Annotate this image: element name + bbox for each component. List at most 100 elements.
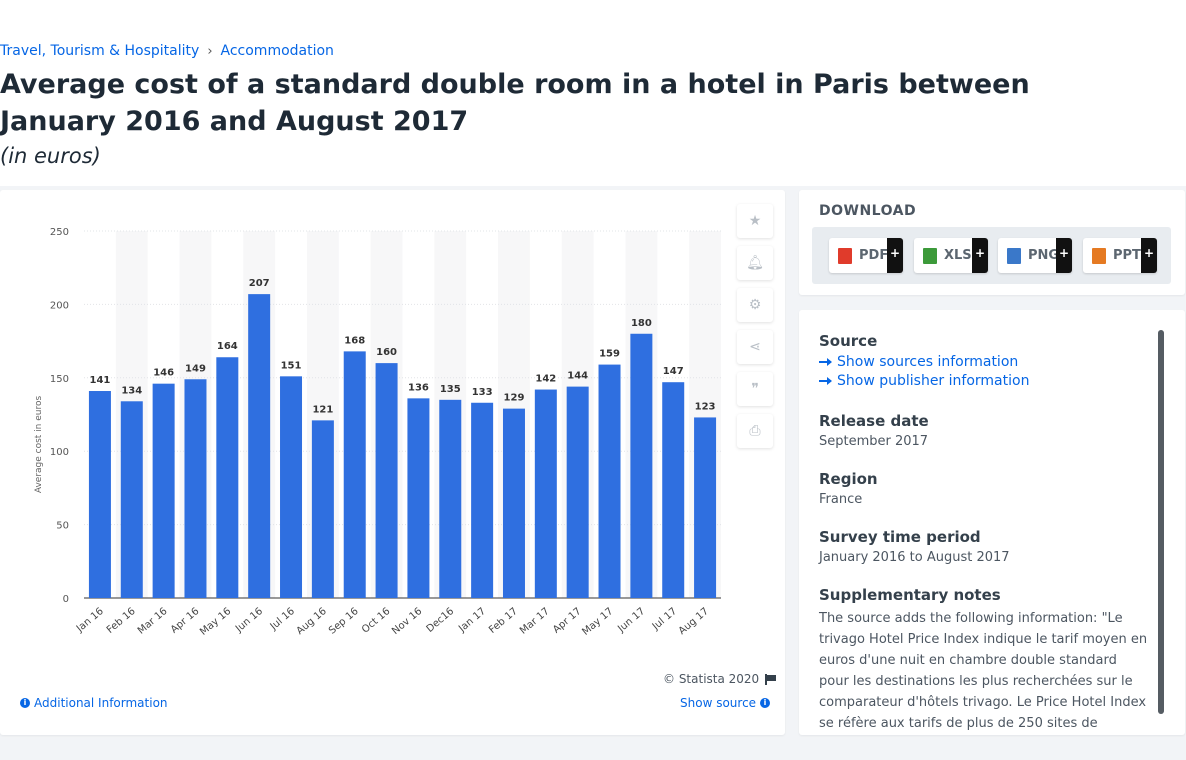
- data-label: 134: [121, 385, 142, 396]
- bar: [598, 364, 621, 598]
- bar: [120, 401, 143, 598]
- show-publisher-link[interactable]: Show publisher information: [819, 373, 1149, 389]
- bar: [375, 363, 398, 598]
- x-tick-label: May 16: [198, 606, 233, 638]
- header-band: [0, 0, 1186, 186]
- y-tick-label: 150: [50, 374, 69, 385]
- y-tick-label: 0: [63, 594, 69, 605]
- survey-heading: Survey time period: [819, 528, 981, 546]
- data-label: 123: [695, 401, 716, 412]
- download-ppt-label: PPT: [1113, 248, 1141, 263]
- region-heading: Region: [819, 470, 878, 488]
- region-value: France: [819, 492, 863, 507]
- breadcrumb-item-accommodation[interactable]: Accommodation: [220, 43, 334, 59]
- x-tick-label: Aug 16: [295, 606, 329, 637]
- download-png-label: PNG: [1028, 248, 1060, 263]
- xls-file-icon: [923, 247, 937, 264]
- arrow-right-icon: [819, 358, 832, 366]
- data-label: 159: [599, 349, 620, 360]
- additional-info-link[interactable]: i Additional Information: [20, 696, 168, 710]
- bar: [152, 383, 175, 598]
- plus-icon: +: [972, 238, 988, 273]
- x-tick-label: Feb 16: [105, 606, 138, 636]
- favorite-button[interactable]: ★: [737, 204, 773, 238]
- bar: [471, 402, 494, 598]
- bar: [343, 351, 366, 598]
- x-tick-label: Nov 16: [390, 606, 424, 637]
- bar: [216, 357, 239, 598]
- info-content: Source Show sources information Show pub…: [819, 332, 1149, 735]
- data-label: 136: [408, 382, 429, 393]
- download-ppt-button[interactable]: PPT +: [1083, 238, 1157, 273]
- bar: [630, 333, 653, 598]
- arrow-right-icon: [819, 377, 832, 385]
- plus-icon: +: [887, 238, 903, 273]
- download-pdf-button[interactable]: PDF +: [829, 238, 903, 273]
- x-tick-label: Mar 16: [136, 606, 170, 637]
- png-file-icon: [1007, 247, 1021, 264]
- show-sources-label: Show sources information: [837, 354, 1019, 370]
- download-xls-label: XLS: [944, 248, 972, 263]
- print-button[interactable]: ⎙: [737, 414, 773, 448]
- flag-icon[interactable]: [765, 673, 777, 685]
- bar: [439, 399, 462, 598]
- pdf-file-icon: [838, 247, 852, 264]
- data-label: 160: [376, 347, 397, 358]
- x-tick-label: Oct 16: [360, 606, 393, 636]
- page-title: Average cost of a standard double room i…: [0, 69, 1030, 137]
- y-tick-label: 250: [50, 227, 69, 238]
- download-bar: PDF + XLS + PNG + PPT +: [812, 227, 1171, 284]
- share-button[interactable]: ⋖: [737, 330, 773, 364]
- data-label: 168: [344, 335, 365, 346]
- chart-toolbar: ★ 🔔︎ ⚙ ⋖ ❞ ⎙: [737, 204, 773, 456]
- y-axis-label: Average cost in euros: [34, 396, 44, 494]
- data-label: 135: [440, 384, 461, 395]
- x-tick-label: Mar 17: [518, 606, 552, 637]
- page-subtitle: (in euros): [0, 144, 101, 168]
- download-label: DOWNLOAD: [819, 203, 917, 219]
- x-tick-label: Dec16: [425, 606, 457, 635]
- ppt-file-icon: [1092, 247, 1106, 264]
- bar: [280, 376, 303, 598]
- y-tick-label: 200: [50, 300, 69, 311]
- star-icon: ★: [748, 213, 762, 229]
- bar: [184, 379, 207, 598]
- x-tick-label: Aug 17: [677, 606, 711, 637]
- share-icon: ⋖: [749, 339, 761, 355]
- show-source-link[interactable]: Show source i: [680, 696, 771, 710]
- copyright: © Statista 2020: [663, 672, 777, 686]
- cite-button[interactable]: ❞: [737, 372, 773, 406]
- data-label: 164: [217, 341, 238, 352]
- scrollbar-thumb[interactable]: [1158, 330, 1164, 714]
- bar: [694, 417, 717, 598]
- x-tick-label: Jul 16: [268, 606, 297, 633]
- notification-button[interactable]: 🔔︎: [737, 246, 773, 280]
- breadcrumb-item-travel[interactable]: Travel, Tourism & Hospitality: [0, 43, 200, 59]
- copyright-text: © Statista 2020: [663, 672, 760, 686]
- info-icon: i: [20, 698, 30, 708]
- data-label: 129: [504, 393, 525, 404]
- data-label: 144: [567, 371, 588, 382]
- x-tick-label: Jun 16: [233, 606, 265, 635]
- bell-icon: 🔔︎: [746, 255, 764, 271]
- data-label: 151: [281, 360, 302, 371]
- x-tick-label: Jul 17: [650, 606, 679, 633]
- bar: [534, 389, 557, 598]
- chart-card: 0 50 100 150 200 250 Average cost in euros 141 J…: [0, 190, 785, 735]
- x-tick-label: Feb 17: [487, 606, 520, 636]
- plus-icon: +: [1056, 238, 1072, 273]
- gear-icon: ⚙: [748, 297, 762, 313]
- info-icon: i: [760, 698, 771, 708]
- info-scrollbar[interactable]: [1158, 330, 1164, 714]
- x-tick-label: Apr 17: [551, 606, 584, 636]
- data-label: 147: [663, 366, 684, 377]
- data-label: 146: [153, 368, 174, 379]
- download-png-button[interactable]: PNG +: [998, 238, 1072, 273]
- download-xls-button[interactable]: XLS +: [914, 238, 988, 273]
- chevron-right-icon: ›: [207, 43, 213, 59]
- additional-info-label: Additional Information: [34, 696, 168, 710]
- show-sources-link[interactable]: Show sources information: [819, 354, 1149, 370]
- release-value: September 2017: [819, 434, 929, 449]
- download-card: DOWNLOAD PDF + XLS + PNG + PPT +: [799, 190, 1185, 295]
- settings-button[interactable]: ⚙: [737, 288, 773, 322]
